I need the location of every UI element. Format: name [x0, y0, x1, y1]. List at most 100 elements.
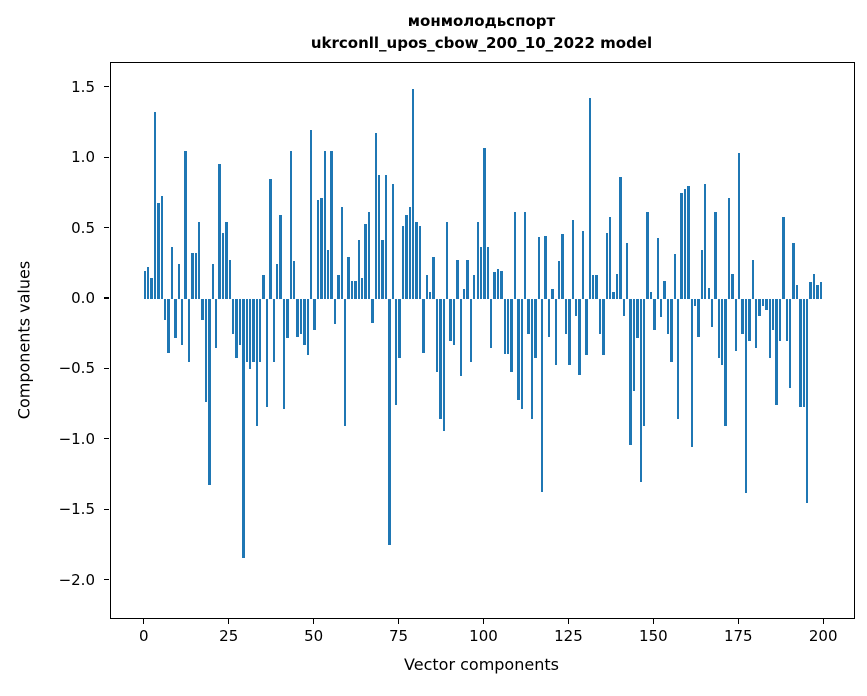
bar — [585, 299, 588, 356]
bar — [174, 299, 177, 339]
bar — [663, 280, 666, 299]
x-tick-label: 0 — [139, 627, 149, 645]
bar — [697, 299, 700, 338]
y-tick-mark — [104, 578, 109, 581]
bar — [625, 242, 629, 299]
bar — [201, 299, 204, 321]
bar — [269, 179, 272, 299]
bar — [673, 253, 676, 299]
bar — [296, 299, 299, 338]
bar — [564, 299, 568, 335]
x-tick-label: 125 — [554, 627, 583, 645]
x-tick-label: 200 — [808, 627, 838, 645]
bar — [670, 299, 673, 363]
y-tick-label: −1.5 — [58, 500, 95, 519]
bar — [690, 299, 693, 447]
bar — [520, 299, 524, 409]
bar — [734, 299, 738, 352]
bar — [204, 299, 208, 402]
bar — [320, 197, 323, 299]
bar — [619, 176, 622, 299]
bar — [157, 203, 160, 299]
bar — [510, 299, 513, 373]
bar — [493, 272, 496, 299]
bar — [415, 221, 418, 299]
bar — [313, 299, 316, 330]
bar — [259, 299, 262, 363]
y-axis-label: Components values — [14, 260, 34, 420]
bar — [558, 260, 561, 299]
bar — [388, 299, 391, 546]
bar — [432, 256, 435, 299]
x-tick-mark — [737, 618, 739, 624]
bar — [221, 232, 225, 299]
bar — [731, 273, 734, 299]
bar — [180, 299, 184, 346]
bar — [642, 299, 646, 426]
bar — [507, 299, 510, 354]
bar — [235, 299, 238, 359]
bar — [377, 175, 381, 299]
bar — [534, 299, 537, 359]
bar — [354, 280, 357, 299]
bar — [177, 263, 180, 299]
bar — [347, 256, 350, 299]
bar — [255, 299, 259, 426]
bar — [612, 291, 615, 299]
bar — [248, 299, 252, 370]
x-tick-label: 175 — [723, 627, 753, 645]
bar — [384, 175, 388, 299]
bar — [286, 299, 289, 339]
bar — [802, 299, 805, 408]
bar — [799, 299, 802, 408]
bar — [755, 299, 758, 349]
bar — [629, 299, 632, 446]
x-tick-mark — [143, 618, 145, 624]
chart-title-line1: монмолодьспорт — [407, 12, 556, 30]
bar — [653, 299, 656, 330]
chart-title: монмолодьспорт ukrconll_upos_cbow_200_10… — [110, 10, 853, 54]
bar — [717, 299, 721, 359]
bar — [401, 225, 405, 299]
bar — [595, 275, 598, 299]
bar — [561, 234, 564, 299]
bar — [524, 211, 527, 299]
bar — [167, 299, 170, 353]
bar — [782, 217, 785, 299]
y-tick-label: 0.5 — [71, 218, 95, 237]
x-tick-label: 50 — [304, 627, 324, 645]
bar — [191, 252, 194, 299]
bar — [153, 111, 157, 299]
bar — [197, 221, 201, 299]
bar — [276, 263, 279, 299]
bar — [490, 299, 493, 349]
bar — [323, 151, 327, 299]
bar — [483, 148, 486, 299]
bar — [340, 207, 344, 299]
bar — [476, 221, 479, 299]
bar — [592, 275, 595, 299]
bar — [622, 299, 625, 316]
bar — [568, 299, 571, 366]
bar — [242, 299, 245, 559]
bar — [727, 197, 731, 299]
bar — [500, 270, 503, 299]
bar — [656, 238, 659, 299]
bar — [289, 151, 293, 299]
bar — [785, 299, 789, 342]
bar — [632, 299, 636, 391]
bar — [150, 277, 153, 299]
y-tick-mark — [104, 508, 109, 510]
bar — [350, 280, 354, 299]
bar — [544, 235, 547, 299]
bar — [330, 151, 333, 299]
bar — [425, 275, 428, 299]
bar — [707, 287, 710, 299]
bar — [367, 211, 371, 299]
bar — [303, 299, 306, 346]
bar — [394, 299, 398, 405]
bar — [327, 249, 330, 299]
bar — [211, 263, 214, 299]
bar — [160, 196, 163, 299]
bar — [364, 224, 367, 299]
